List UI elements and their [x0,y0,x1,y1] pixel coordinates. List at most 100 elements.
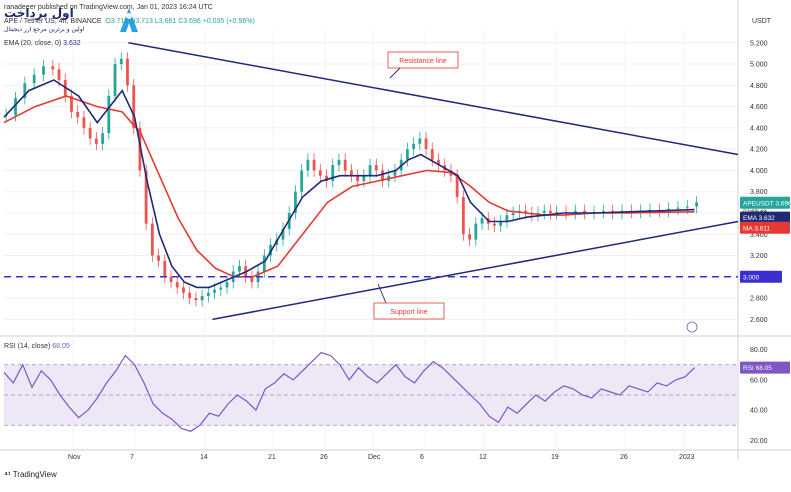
y-tick-label: 4.800 [750,83,768,90]
candle-body [57,69,61,80]
candle-body [219,287,223,290]
candle-body [480,218,484,224]
candle-body [437,159,440,166]
candle-body [269,244,272,256]
candle-body [350,170,353,176]
candle-body [113,64,117,96]
support-level-tag-text: 3.000 [743,274,760,281]
candle-body [505,215,509,222]
candle-body [461,197,465,235]
rsi-tag-text: RSI 68.05 [743,365,772,372]
rsi-y-tick-label: 20.00 [750,438,768,445]
candle-body [225,282,229,288]
currency-label: USDT [752,18,772,25]
candle-body [132,85,136,128]
candle-body [337,159,341,166]
candle-body [42,66,45,75]
candle-body [23,83,27,99]
support-callout-label: Support line [390,309,427,316]
support-level-tag [740,270,782,283]
ema-legend-label: EMA (20, close, 0) [4,40,62,47]
x-tick-label: Dec [368,454,381,461]
candle-body [250,276,254,283]
candle-body [695,202,699,207]
candle-body [157,255,160,261]
candle-body [555,211,559,213]
resistance-callout-box [387,51,459,69]
candle-body [325,175,328,182]
countdown-text: 03:35:42 [743,210,767,216]
y-tick-label: 4.400 [750,125,768,132]
candle-body [430,149,434,160]
x-tick-label: 21 [268,454,276,461]
candle-body [318,170,322,176]
x-tick-label: 26 [320,454,328,461]
ema-line [3,79,695,289]
candle-body [101,133,104,144]
candle-body [107,95,111,134]
candle-body [648,209,652,211]
rsi-y-tick-label: 60.00 [750,377,768,384]
candle-body [583,210,587,213]
watermark-brand: اول پرداخت [4,6,74,20]
support-line [212,220,739,321]
candle-body [281,228,285,240]
candle-body [573,210,577,213]
candle-body [499,221,503,226]
y-tick-label: 5.200 [750,40,768,47]
y-tick-label: 3.800 [750,189,768,196]
ma-tag-text: MA 3.611 [743,225,770,232]
rsi-line [3,351,695,432]
candle-body [374,165,378,171]
candle-body [368,165,372,176]
candle-body [163,260,167,277]
rsi-legend-value: 68.05 [52,343,70,350]
candle-body [455,175,459,198]
candle-body [294,191,297,213]
x-tick-label: 14 [200,454,208,461]
candle-body [262,255,266,272]
rsi-y-tick-label: 40.00 [750,408,768,415]
ohlc-text: O3.713 H3.713 L3.661 C3.696 +0.035 (+0.9… [105,18,255,25]
candle-body [418,138,422,144]
publisher-text: ranadeeer published on TradingView.com, … [4,4,213,11]
rsi-y-tick-label: 80.00 [750,347,768,354]
candle-body [70,95,73,112]
candle-body [94,138,98,144]
support-callout-arrow [377,283,387,304]
y-tick-label: 5.000 [750,62,768,69]
watermark-tagline: اولین و برترین مرجع ارز دیجیتال [4,26,85,33]
candle-body [343,159,347,171]
wallet-logo-icon [120,8,138,32]
x-tick-label: 26 [620,454,628,461]
tv-logo-text: TradingView [12,470,57,479]
candle-body [524,210,527,213]
candle-body [493,223,496,226]
rsi-legend-label: RSI (14, close) [4,343,51,350]
candle-body [685,206,689,208]
candle-body [169,276,173,283]
candle-body [150,223,154,256]
x-tick-label: 2023 [679,454,695,461]
candle-body [51,66,55,70]
rsi-tag [740,361,790,374]
candle-body [306,159,310,171]
candle-body [238,266,241,272]
candle-body [175,282,179,288]
y-tick-label: 3.400 [750,232,768,239]
y-tick-label: 4.000 [750,168,768,175]
candle-body [676,207,680,209]
candle-body [200,295,204,301]
candle-body [300,170,304,192]
y-tick-label: 4.600 [750,104,768,111]
ema-tag [740,211,790,224]
ema-legend: EMA (20, close, 0) 3.632 [4,40,81,47]
candle-body [312,159,316,171]
candle-body [474,223,478,240]
candle-body [144,170,148,224]
resistance-callout-arrow [389,67,401,79]
candle-body [126,58,129,86]
x-tick-label: 7 [130,454,134,461]
price-tag [740,196,790,209]
